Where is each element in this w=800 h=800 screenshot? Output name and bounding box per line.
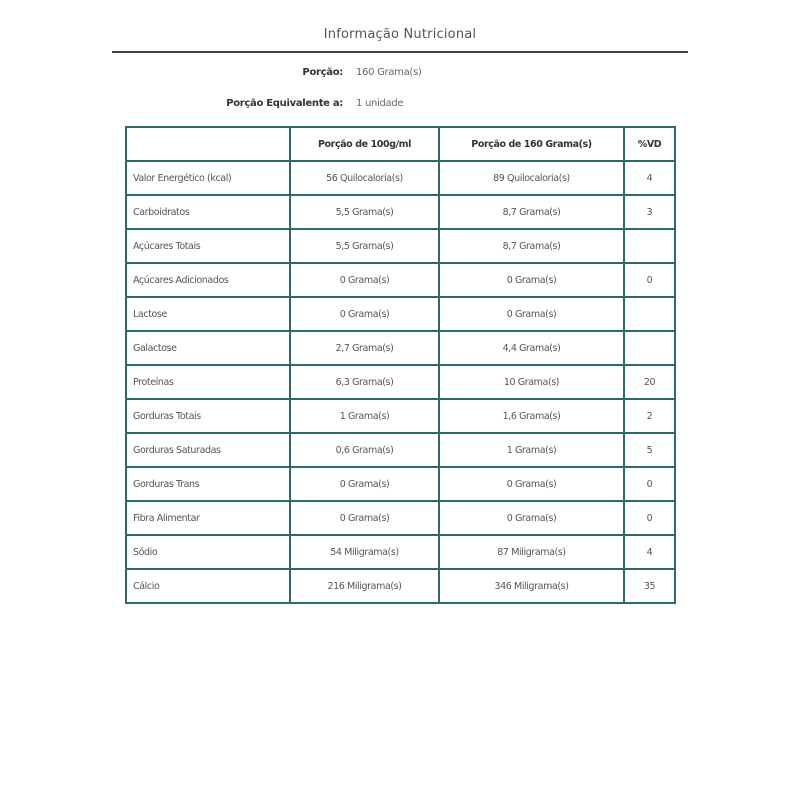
per-portion-value: 89 Quilocaloria(s)	[438, 160, 625, 196]
portion-value: 160 Grama(s)	[356, 67, 422, 78]
vd-value: 0	[623, 262, 676, 298]
nutrient-name: Cálcio	[125, 568, 291, 604]
per-100-value: 5,5 Grama(s)	[289, 194, 440, 230]
per-100-value: 2,7 Grama(s)	[289, 330, 440, 366]
table-row: Gorduras Trans 0 Grama(s) 0 Grama(s) 0	[125, 466, 676, 502]
nutrient-name: Valor Energético (kcal)	[125, 160, 291, 196]
nutrient-name: Galactose	[125, 330, 291, 366]
per-portion-value: 10 Grama(s)	[438, 364, 625, 400]
per-portion-value: 1,6 Grama(s)	[438, 398, 625, 434]
per-100-value: 216 Miligrama(s)	[289, 568, 440, 604]
table-row: Carboidratos 5,5 Grama(s) 8,7 Grama(s) 3	[125, 194, 676, 230]
nutrition-table: Porção de 100g/ml Porção de 160 Grama(s)…	[125, 126, 676, 604]
per-100-value: 0 Grama(s)	[289, 500, 440, 536]
equivalent-label: Porção Equivalente a:	[226, 98, 343, 109]
per-portion-value: 8,7 Grama(s)	[438, 228, 625, 264]
vd-value: 0	[623, 466, 676, 502]
table-row: Açúcares Totais 5,5 Grama(s) 8,7 Grama(s)	[125, 228, 676, 264]
vd-value	[623, 330, 676, 366]
table-row: Gorduras Totais 1 Grama(s) 1,6 Grama(s) 2	[125, 398, 676, 434]
table-row: Lactose 0 Grama(s) 0 Grama(s)	[125, 296, 676, 332]
per-portion-value: 87 Miligrama(s)	[438, 534, 625, 570]
vd-value: 4	[623, 534, 676, 570]
title-divider	[112, 51, 688, 53]
per-100-value: 54 Miligrama(s)	[289, 534, 440, 570]
vd-value	[623, 228, 676, 264]
vd-value: 2	[623, 398, 676, 434]
nutrient-name: Açúcares Adicionados	[125, 262, 291, 298]
per-portion-value: 1 Grama(s)	[438, 432, 625, 468]
table-row: Sódio 54 Miligrama(s) 87 Miligrama(s) 4	[125, 534, 676, 570]
per-portion-value: 0 Grama(s)	[438, 262, 625, 298]
per-100-value: 0 Grama(s)	[289, 466, 440, 502]
portion-label: Porção:	[302, 67, 343, 78]
vd-value: 4	[623, 160, 676, 196]
table-header-row: Porção de 100g/ml Porção de 160 Grama(s)…	[125, 126, 676, 162]
per-100-value: 6,3 Grama(s)	[289, 364, 440, 400]
per-portion-value: 0 Grama(s)	[438, 296, 625, 332]
per-portion-value: 4,4 Grama(s)	[438, 330, 625, 366]
table-row: Proteínas 6,3 Grama(s) 10 Grama(s) 20	[125, 364, 676, 400]
nutrient-name: Gorduras Trans	[125, 466, 291, 502]
nutrient-name: Gorduras Saturadas	[125, 432, 291, 468]
table-row: Fibra Alimentar 0 Grama(s) 0 Grama(s) 0	[125, 500, 676, 536]
per-100-value: 0 Grama(s)	[289, 262, 440, 298]
table-row: Cálcio 216 Miligrama(s) 346 Miligrama(s) 35	[125, 568, 676, 604]
vd-value: 20	[623, 364, 676, 400]
per-100-value: 0 Grama(s)	[289, 296, 440, 332]
header-vd: %VD	[623, 126, 676, 162]
table-row: Valor Energético (kcal) 56 Quilocaloria(s…	[125, 160, 676, 196]
nutrient-name: Lactose	[125, 296, 291, 332]
page-title: Informação Nutricional	[323, 27, 477, 42]
per-100-value: 1 Grama(s)	[289, 398, 440, 434]
per-portion-value: 0 Grama(s)	[438, 500, 625, 536]
per-portion-value: 0 Grama(s)	[438, 466, 625, 502]
equivalent-value: 1 unidade	[356, 98, 404, 109]
per-100-value: 56 Quilocaloria(s)	[289, 160, 440, 196]
vd-value: 0	[623, 500, 676, 536]
per-100-value: 0,6 Grama(s)	[289, 432, 440, 468]
header-nutrient	[125, 126, 291, 162]
vd-value: 3	[623, 194, 676, 230]
vd-value: 5	[623, 432, 676, 468]
table-row: Açúcares Adicionados 0 Grama(s) 0 Grama(s)…	[125, 262, 676, 298]
table-row: Gorduras Saturadas 0,6 Grama(s) 1 Grama(s)…	[125, 432, 676, 468]
vd-value: 35	[623, 568, 676, 604]
nutrient-name: Sódio	[125, 534, 291, 570]
vd-value	[623, 296, 676, 332]
header-per-portion: Porção de 160 Grama(s)	[438, 126, 625, 162]
header-per-100: Porção de 100g/ml	[289, 126, 440, 162]
per-portion-value: 346 Miligrama(s)	[438, 568, 625, 604]
nutrient-name: Gorduras Totais	[125, 398, 291, 434]
nutrient-name: Proteínas	[125, 364, 291, 400]
nutrient-name: Fibra Alimentar	[125, 500, 291, 536]
nutrient-name: Carboidratos	[125, 194, 291, 230]
per-portion-value: 8,7 Grama(s)	[438, 194, 625, 230]
per-100-value: 5,5 Grama(s)	[289, 228, 440, 264]
nutrient-name: Açúcares Totais	[125, 228, 291, 264]
table-row: Galactose 2,7 Grama(s) 4,4 Grama(s)	[125, 330, 676, 366]
